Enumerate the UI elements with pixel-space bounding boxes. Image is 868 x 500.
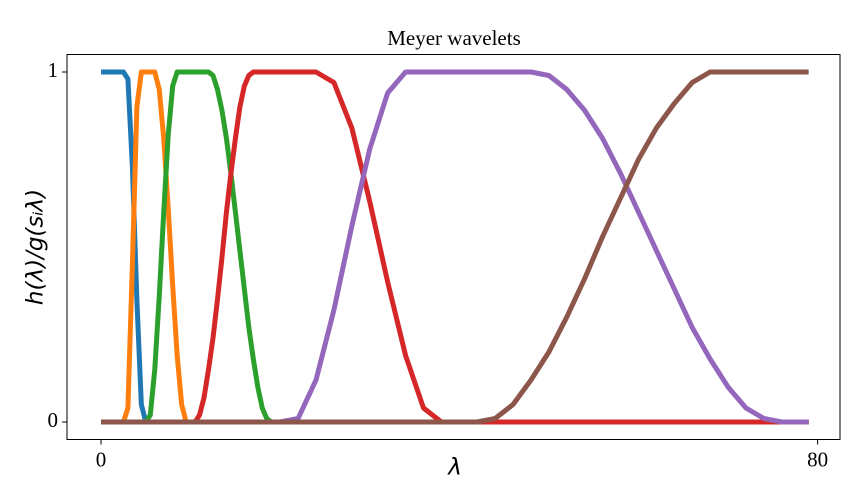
x-tick-label: 80 <box>807 447 828 471</box>
plot-frame <box>66 54 841 440</box>
y-tick-label: 1 <box>48 58 59 82</box>
y-tick-label: 0 <box>48 408 59 432</box>
x-axis-label: λ <box>446 455 462 481</box>
series-line <box>101 69 809 425</box>
chart-title: Meyer wavelets <box>387 26 521 50</box>
x-tick-label: 0 <box>96 447 107 471</box>
series-line <box>101 69 809 425</box>
y-axis-label: h(λ)/g(sᵢλ) <box>23 189 49 305</box>
